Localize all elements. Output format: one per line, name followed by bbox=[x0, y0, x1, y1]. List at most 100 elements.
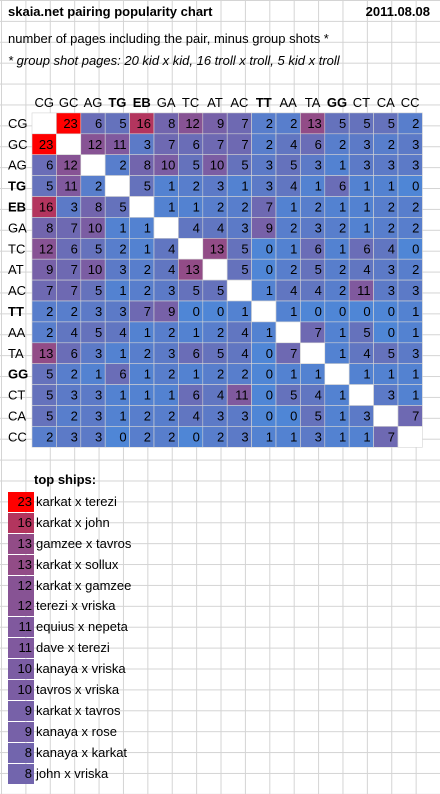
top-ship-pair: karkat x sollux bbox=[36, 556, 119, 572]
heatmap-cell-value: 1 bbox=[339, 241, 346, 256]
heatmap-cell-value: 1 bbox=[339, 325, 346, 340]
heatmap-cell-value: 3 bbox=[315, 220, 322, 235]
top-ship-pair: kanaya x karkat bbox=[36, 744, 128, 760]
top-ship-pair: karkat x tavros bbox=[36, 702, 121, 718]
heatmap-diagonal-cell bbox=[300, 342, 326, 365]
heatmap-diagonal-cell bbox=[397, 426, 423, 448]
col-header-ca: CA bbox=[377, 95, 395, 110]
heatmap-cell-value: 0 bbox=[388, 325, 395, 340]
col-header-at: AT bbox=[207, 95, 223, 110]
top-ship-count: 11 bbox=[8, 617, 34, 638]
heatmap-diagonal-cell bbox=[324, 363, 350, 385]
heatmap-cell-value: 1 bbox=[266, 429, 273, 444]
heatmap-cell-value: 3 bbox=[241, 409, 248, 424]
heatmap-cell-value: 2 bbox=[290, 262, 297, 277]
heatmap-cell-value: 11 bbox=[235, 388, 249, 403]
top-ship-pair: equius x nepeta bbox=[36, 619, 128, 635]
heatmap-cell-value: 1 bbox=[241, 304, 248, 319]
heatmap-cell-value: 2 bbox=[217, 429, 224, 444]
heatmap-cell-value: 6 bbox=[315, 241, 322, 256]
heatmap-cell-value: 3 bbox=[168, 346, 175, 361]
heatmap-cell-value: 4 bbox=[315, 388, 322, 403]
heatmap-cell-value: 11 bbox=[113, 137, 127, 152]
heatmap-cell-value: 1 bbox=[144, 220, 151, 235]
heatmap-cell-value: 0 bbox=[290, 409, 297, 424]
heatmap-cell-value: 5 bbox=[315, 409, 322, 424]
heatmap-cell-value: 3 bbox=[95, 304, 102, 319]
top-ships-title: top ships: bbox=[34, 472, 97, 487]
heatmap-cell-value: 3 bbox=[266, 158, 273, 173]
heatmap-cell-value: 1 bbox=[339, 429, 346, 444]
row-header-gg: GG bbox=[8, 367, 28, 382]
heatmap-cell-value: 16 bbox=[39, 200, 53, 215]
heatmap-cell-value: 2 bbox=[193, 179, 200, 194]
col-header-aa: AA bbox=[280, 95, 298, 110]
heatmap-cell-value: 5 bbox=[290, 388, 297, 403]
heatmap-cell-value: 8 bbox=[46, 220, 53, 235]
top-ship-count: 9 bbox=[8, 721, 34, 742]
heatmap-cell-value: 0 bbox=[363, 304, 370, 319]
heatmap-cell-value: 13 bbox=[39, 346, 53, 361]
heatmap-cell-value: 1 bbox=[144, 367, 151, 382]
chart-date: 2011.08.08 bbox=[365, 4, 430, 19]
heatmap-cell-value: 0 bbox=[412, 179, 419, 194]
row-header-cc: CC bbox=[8, 429, 27, 444]
heatmap-cell-value: 1 bbox=[339, 200, 346, 215]
heatmap-cell-value: 3 bbox=[363, 137, 370, 152]
heatmap-cell-value: 1 bbox=[412, 367, 419, 382]
heatmap-cell-value: 3 bbox=[217, 179, 224, 194]
heatmap-cell-value: 9 bbox=[266, 220, 273, 235]
heatmap-cell-value: 3 bbox=[168, 283, 175, 298]
heatmap-cell-value: 1 bbox=[363, 179, 370, 194]
heatmap-cell-value: 5 bbox=[95, 283, 102, 298]
heatmap-cell-value: 0 bbox=[266, 367, 273, 382]
heatmap-cell-value: 2 bbox=[339, 220, 346, 235]
heatmap-cell-value: 7 bbox=[71, 220, 78, 235]
heatmap-cell-value: 4 bbox=[217, 220, 224, 235]
heatmap-cell-value: 3 bbox=[363, 158, 370, 173]
top-ship-pair: karkat x john bbox=[36, 514, 110, 530]
heatmap-cell-value: 1 bbox=[363, 429, 370, 444]
heatmap-cell-value: 3 bbox=[388, 158, 395, 173]
top-ship-pair: karkat x terezi bbox=[36, 494, 117, 509]
heatmap-cell-value: 5 bbox=[46, 367, 53, 382]
heatmap-cell-value: 5 bbox=[193, 158, 200, 173]
heatmap-cell-value: 1 bbox=[363, 220, 370, 235]
heatmap-cell-value: 5 bbox=[363, 325, 370, 340]
heatmap-cell-value: 5 bbox=[241, 158, 248, 173]
heatmap-cell-value: 2 bbox=[144, 429, 151, 444]
heatmap-cell-value: 16 bbox=[137, 116, 151, 131]
top-ship-count: 10 bbox=[8, 680, 34, 701]
top-ship-count: 12 bbox=[8, 596, 34, 617]
heatmap-cell-value: 1 bbox=[363, 200, 370, 215]
heatmap-cell-value: 0 bbox=[119, 429, 126, 444]
heatmap-diagonal-cell bbox=[202, 258, 228, 281]
heatmap-cell-value: 1 bbox=[144, 325, 151, 340]
heatmap-cell-value: 1 bbox=[339, 409, 346, 424]
heatmap-cell-value: 2 bbox=[168, 409, 175, 424]
heatmap-cell-value: 2 bbox=[339, 137, 346, 152]
heatmap-cell-value: 4 bbox=[193, 220, 200, 235]
heatmap-cell-value: 2 bbox=[119, 158, 126, 173]
heatmap-cell-value: 5 bbox=[363, 116, 370, 131]
heatmap-cell-value: 1 bbox=[412, 325, 419, 340]
heatmap-cell-value: 4 bbox=[119, 325, 126, 340]
heatmap-cell-value: 9 bbox=[217, 116, 224, 131]
heatmap-cell-value: 1 bbox=[290, 200, 297, 215]
row-header-eb: EB bbox=[8, 200, 26, 215]
row-header-cg: CG bbox=[8, 116, 28, 131]
heatmap-cell-value: 12 bbox=[39, 241, 53, 256]
heatmap-cell-value: 2 bbox=[144, 409, 151, 424]
heatmap-cell-value: 1 bbox=[412, 304, 419, 319]
heatmap-diagonal-cell bbox=[226, 279, 252, 302]
top-ship-pair: john x vriska bbox=[36, 765, 109, 781]
heatmap-cell-value: 0 bbox=[266, 346, 273, 361]
row-header-ct: CT bbox=[8, 388, 25, 403]
heatmap-cell-value: 2 bbox=[290, 116, 297, 131]
heatmap-cell-value: 0 bbox=[193, 429, 200, 444]
heatmap-cell-value: 2 bbox=[412, 262, 419, 277]
heatmap-cell-value: 2 bbox=[266, 116, 273, 131]
row-header-tg: TG bbox=[8, 179, 26, 194]
top-ship-pair: tavros x vriska bbox=[36, 682, 120, 698]
heatmap-cell-value: 2 bbox=[412, 116, 419, 131]
